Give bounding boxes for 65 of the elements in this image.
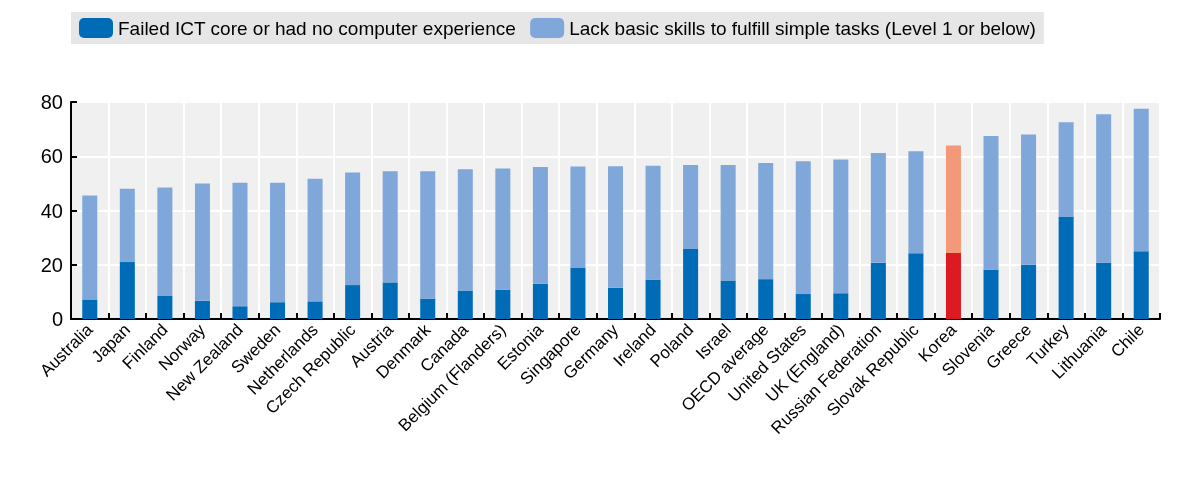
bar	[119, 262, 135, 319]
bar	[983, 135, 999, 270]
bar	[82, 195, 98, 300]
bar	[683, 249, 699, 319]
bar	[420, 298, 436, 319]
bar	[157, 295, 173, 319]
bar	[82, 299, 98, 319]
bar	[758, 163, 774, 280]
bar	[908, 151, 924, 254]
bar	[345, 285, 361, 319]
bar	[382, 171, 398, 283]
legend-label: Failed ICT core or had no computer experience	[118, 17, 516, 39]
bar	[945, 253, 961, 319]
bar	[1058, 122, 1074, 217]
bar	[270, 302, 286, 319]
bar	[457, 169, 473, 291]
bar	[870, 153, 886, 263]
bar	[1133, 251, 1149, 319]
bar	[720, 280, 736, 319]
bar	[870, 262, 886, 319]
bar	[1096, 262, 1112, 319]
bar	[683, 164, 699, 250]
y-tick-label: 20	[40, 253, 63, 276]
bar	[345, 172, 361, 286]
bar	[795, 294, 811, 319]
bar	[532, 283, 548, 319]
legend-label: Lack basic skills to fulfill simple tasks (Level 1 or below)	[569, 17, 1036, 39]
bar	[833, 293, 849, 319]
bar	[945, 145, 961, 254]
bar	[645, 279, 661, 319]
bar	[645, 165, 661, 280]
bar	[232, 182, 248, 307]
bar	[232, 306, 248, 319]
bar	[607, 287, 624, 319]
bar	[194, 300, 210, 319]
bar	[495, 289, 511, 319]
bar	[1133, 108, 1149, 252]
bar	[720, 164, 736, 281]
bar	[1096, 114, 1112, 263]
bar	[157, 187, 173, 296]
bar	[307, 178, 323, 302]
bar	[1058, 216, 1074, 319]
bar	[382, 282, 398, 319]
y-tick-label: 40	[40, 199, 63, 222]
bar	[570, 268, 586, 319]
bar	[194, 183, 210, 301]
bar	[833, 159, 849, 294]
bar	[1021, 264, 1037, 319]
bar	[795, 161, 811, 295]
bar	[607, 166, 624, 288]
bar	[307, 301, 323, 319]
bar	[983, 269, 999, 319]
bar	[495, 168, 511, 290]
y-tick-label: 0	[51, 308, 63, 330]
bar	[270, 182, 286, 303]
bar	[908, 253, 924, 319]
bar	[119, 188, 135, 263]
bar	[758, 279, 774, 319]
y-tick-label: 60	[40, 145, 63, 168]
y-tick-label: 80	[40, 91, 63, 113]
bar	[1021, 134, 1037, 265]
bar	[457, 290, 473, 319]
bar	[532, 167, 548, 284]
bar	[420, 171, 436, 299]
bar	[570, 166, 586, 269]
